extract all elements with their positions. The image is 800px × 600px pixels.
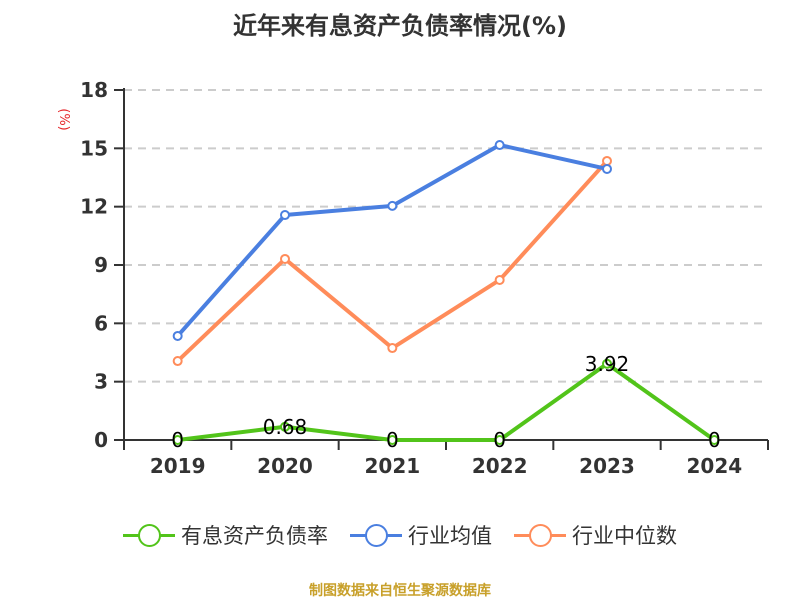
data-point[interactable]: [709, 435, 720, 445]
data-point[interactable]: [602, 163, 612, 174]
legend-label: 有息资产负债率: [181, 524, 328, 548]
data-point[interactable]: [494, 140, 505, 151]
data-point[interactable]: [387, 343, 398, 354]
data-value-label: 0: [171, 428, 184, 452]
x-tick-label: 2024: [686, 454, 742, 478]
data-point[interactable]: [494, 274, 505, 285]
data-source-note: 制图数据来自恒生聚源数据库: [309, 583, 491, 599]
x-tick-label: 2019: [150, 454, 206, 478]
y-tick-label: 12: [80, 195, 108, 219]
legend-label: 行业均值: [408, 524, 492, 548]
data-point[interactable]: [172, 330, 183, 341]
y-tick-label: 0: [94, 428, 108, 452]
y-tick-label: 18: [80, 78, 108, 102]
data-point[interactable]: [280, 421, 290, 432]
series-lines: [172, 140, 720, 445]
x-tick-label: 2022: [472, 454, 528, 478]
legend-label: 行业中位数: [572, 524, 677, 548]
legend-item-industry-mean[interactable]: 行业均值: [350, 520, 492, 550]
data-value-label: 0.68: [263, 415, 308, 439]
data-value-label: 0: [493, 428, 506, 452]
legend-item-debt-ratio[interactable]: 有息资产负债率: [123, 520, 328, 550]
x-tick-label: 2021: [364, 454, 420, 478]
legend-item-industry-median[interactable]: 行业中位数: [514, 520, 677, 550]
data-point[interactable]: [387, 200, 398, 211]
data-point[interactable]: [494, 435, 505, 445]
legend-swatch-green-icon: [123, 520, 175, 550]
series-line: [176, 143, 608, 338]
data-value-label: 3.92: [585, 352, 630, 376]
legend-swatch-blue-icon: [350, 520, 402, 550]
y-tick-label: 3: [94, 370, 108, 394]
y-tick-label: 6: [94, 311, 108, 335]
data-point[interactable]: [280, 253, 290, 264]
legend-swatch-orange-icon: [514, 520, 566, 550]
axes: 0 3 6 9 12 15 18 2019 2020 2021 2022 2023 2024: [80, 78, 769, 478]
chart-title: 近年来有息资产负债率情况(%): [233, 12, 567, 40]
x-tick-label: 2023: [579, 454, 635, 478]
grid-lines: [124, 89, 768, 383]
data-point[interactable]: [387, 435, 398, 445]
data-point[interactable]: [172, 435, 183, 445]
y-tick-label: 9: [94, 253, 108, 277]
data-point[interactable]: [280, 210, 290, 221]
x-tick-label: 2020: [257, 454, 313, 478]
legend: 有息资产负债率 行业均值 行业中位数: [0, 520, 800, 550]
data-labels: 0 0.68 0 0 3.92 0: [171, 352, 720, 452]
data-point[interactable]: [602, 155, 612, 166]
data-value-label: 0: [386, 428, 399, 452]
data-point[interactable]: [602, 358, 612, 369]
series-line: [177, 361, 716, 442]
y-tick-label: 15: [80, 136, 108, 160]
data-point[interactable]: [172, 356, 183, 367]
data-value-label: 0: [708, 428, 721, 452]
